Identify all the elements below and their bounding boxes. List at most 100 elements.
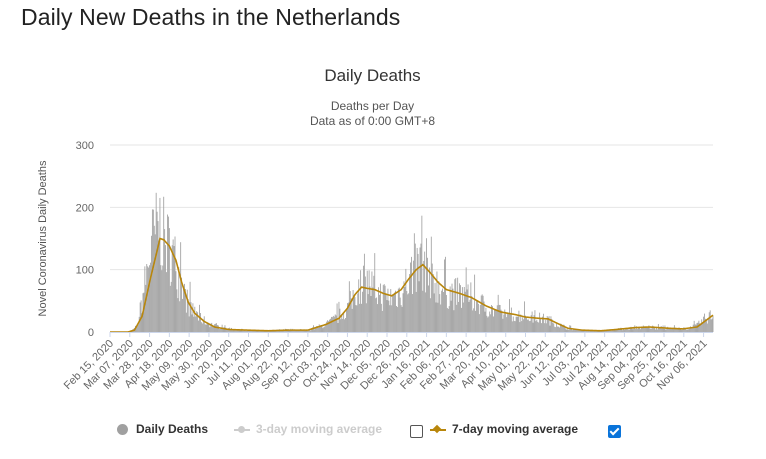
daily-deaths-bar	[636, 326, 638, 332]
daily-deaths-bar	[665, 329, 667, 332]
daily-deaths-bar	[514, 321, 516, 332]
daily-deaths-bar	[363, 265, 364, 332]
daily-deaths-bar	[416, 247, 418, 332]
daily-deaths-bar	[625, 328, 627, 332]
daily-deaths-bar	[396, 305, 397, 332]
daily-deaths-bar	[391, 305, 393, 332]
daily-deaths-bar	[322, 328, 324, 332]
daily-deaths-bar	[661, 328, 663, 332]
daily-deaths-bar	[421, 215, 423, 332]
daily-deaths-bar	[393, 294, 395, 332]
daily-deaths-bar	[400, 305, 402, 332]
daily-deaths-bar	[487, 317, 489, 332]
daily-deaths-bar	[491, 305, 493, 332]
daily-deaths-bar	[562, 324, 564, 332]
daily-deaths-bar	[680, 328, 682, 332]
daily-deaths-bar	[396, 307, 398, 332]
daily-deaths-bar	[473, 308, 475, 332]
daily-deaths-bar	[155, 192, 157, 332]
daily-deaths-bar	[707, 318, 709, 332]
daily-deaths-bar	[236, 330, 238, 332]
daily-deaths-bar	[579, 329, 581, 332]
daily-deaths-bar	[644, 326, 646, 332]
daily-deaths-bar	[474, 274, 476, 332]
legend-item-3-day-average[interactable]: 3-day moving average	[234, 422, 382, 436]
daily-deaths-bar	[181, 277, 183, 332]
3-day-average-checkbox[interactable]	[410, 425, 423, 438]
daily-deaths-bar	[365, 303, 367, 332]
daily-deaths-bar	[247, 330, 248, 332]
daily-deaths-bar	[147, 266, 149, 332]
daily-deaths-bar	[550, 316, 552, 332]
daily-deaths-bar	[465, 267, 467, 332]
daily-deaths-bar	[309, 329, 311, 332]
daily-deaths-bar	[647, 326, 649, 332]
daily-deaths-bar	[156, 211, 158, 332]
daily-deaths-bar	[198, 320, 199, 332]
daily-deaths-bar	[662, 325, 664, 332]
daily-deaths-bar	[541, 323, 542, 332]
daily-deaths-bar	[494, 309, 496, 332]
daily-deaths-bar	[158, 243, 160, 332]
daily-deaths-bar	[431, 263, 433, 332]
daily-deaths-bar	[682, 329, 684, 332]
daily-deaths-bar	[519, 322, 521, 332]
daily-deaths-bar	[360, 270, 362, 332]
daily-deaths-bar	[135, 327, 137, 332]
daily-deaths-bar	[427, 257, 428, 332]
daily-deaths-bar	[167, 214, 168, 332]
daily-deaths-bar	[188, 316, 190, 332]
daily-deaths-bar	[200, 322, 202, 332]
daily-deaths-bar	[545, 323, 547, 332]
daily-deaths-bar	[239, 329, 241, 332]
daily-deaths-bar	[451, 283, 453, 332]
daily-deaths-bar	[405, 268, 407, 332]
daily-deaths-chart: 0 100 200 300 Novel Coronavirus Daily Death…	[37, 140, 714, 393]
daily-deaths-bar	[312, 327, 313, 332]
legend-item-7-day-average[interactable]: 7-day moving average	[430, 422, 578, 436]
daily-deaths-bar	[692, 324, 694, 332]
daily-deaths-bar	[327, 320, 329, 332]
daily-deaths-bar	[169, 285, 171, 332]
daily-deaths-bar	[363, 253, 365, 332]
daily-deaths-bar	[578, 329, 580, 332]
daily-deaths-bar	[320, 324, 322, 332]
daily-deaths-bar	[384, 285, 386, 332]
daily-deaths-bar	[703, 316, 705, 332]
daily-deaths-bar	[608, 330, 610, 332]
y-tick-label: 300	[76, 140, 94, 152]
daily-deaths-bar	[705, 318, 706, 332]
daily-deaths-bar	[321, 325, 323, 332]
line-marker-icon	[234, 424, 250, 435]
daily-deaths-bar	[663, 328, 665, 332]
daily-deaths-bar	[637, 329, 639, 332]
daily-deaths-bar	[350, 298, 352, 332]
daily-deaths-bar	[332, 315, 334, 332]
daily-deaths-bar	[397, 288, 399, 332]
daily-deaths-bar	[216, 325, 218, 332]
daily-deaths-bar	[594, 331, 596, 332]
daily-deaths-bar	[439, 294, 441, 332]
daily-deaths-bar	[547, 317, 549, 332]
daily-deaths-bar	[609, 329, 611, 332]
daily-deaths-bar	[379, 294, 380, 332]
daily-deaths-bar	[699, 323, 701, 332]
7-day-average-checkbox[interactable]	[608, 425, 621, 438]
daily-deaths-bar	[310, 330, 312, 332]
daily-deaths-bar	[167, 216, 169, 332]
daily-deaths-bar	[612, 329, 614, 332]
daily-deaths-bar	[583, 330, 585, 332]
daily-deaths-bar	[688, 329, 689, 332]
daily-deaths-bar	[531, 311, 533, 332]
daily-deaths-bar	[602, 330, 604, 332]
daily-deaths-bar	[601, 331, 603, 332]
daily-deaths-bar	[295, 329, 297, 332]
daily-deaths-bar	[556, 323, 558, 332]
daily-deaths-bar	[484, 311, 486, 332]
daily-deaths-bar	[607, 330, 608, 332]
daily-deaths-bar	[161, 270, 163, 332]
legend-item-daily-deaths[interactable]: Daily Deaths	[117, 422, 208, 436]
daily-deaths-bar	[638, 327, 639, 332]
daily-deaths-bar	[476, 300, 477, 332]
daily-deaths-bar	[676, 328, 678, 332]
